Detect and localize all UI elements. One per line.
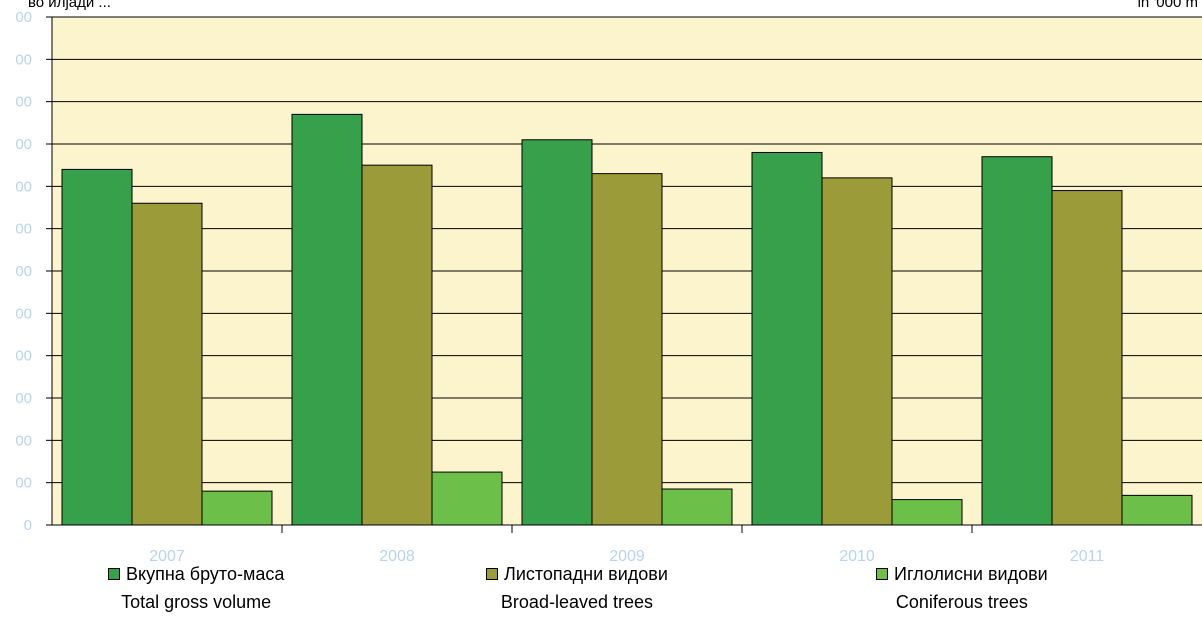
legend-label-mk: Листопадни видови — [504, 564, 668, 584]
x-tick-label: 2007 — [149, 548, 185, 565]
legend-swatch-broadleaved — [486, 568, 498, 580]
bar — [981, 156, 1053, 526]
bar — [291, 113, 363, 526]
bar — [1121, 494, 1193, 526]
y-tick-label: 00 — [15, 475, 32, 492]
y-tick-label: 00 — [15, 51, 32, 68]
y-tick-label: 00 — [15, 178, 32, 195]
legend-label-en: Total gross volume — [121, 592, 272, 612]
y-tick-label: 00 — [15, 305, 32, 322]
x-tick-label: 2010 — [839, 548, 875, 565]
bar — [591, 173, 663, 526]
legend-swatch-total — [108, 568, 120, 580]
legend-label-en: Coniferous trees — [895, 592, 1028, 612]
bar — [521, 139, 593, 526]
bar — [661, 488, 733, 526]
legend-item-coniferous: Иглолисни видови Coniferous trees — [876, 560, 1048, 616]
y-tick-label: 0 — [24, 517, 32, 534]
legend-label-mk: Вкупна бруто-маса — [126, 564, 285, 584]
x-tick-label: 2008 — [379, 548, 415, 565]
y-tick-label: 00 — [15, 136, 32, 153]
bar — [431, 471, 503, 526]
bar — [61, 168, 133, 526]
y-tick-label: 00 — [15, 221, 32, 238]
unit-label-right: in '000 m — [1137, 0, 1198, 11]
legend-swatch-coniferous — [876, 568, 888, 580]
legend-label-en: Broad-leaved trees — [500, 592, 654, 612]
bar — [751, 151, 823, 526]
bar — [201, 490, 273, 526]
y-tick-label: 00 — [15, 432, 32, 449]
bar — [821, 177, 893, 526]
x-tick-label: 2011 — [1070, 548, 1105, 565]
legend-label-mk: Иглолисни видови — [894, 564, 1048, 584]
y-tick-label: 00 — [15, 348, 32, 365]
x-tick-label: 2009 — [609, 548, 645, 565]
y-tick-label: 00 — [15, 263, 32, 280]
bar — [131, 202, 203, 526]
y-tick-label: 00 — [15, 94, 32, 111]
unit-label-left: во илјади ... — [28, 0, 111, 11]
y-tick-label: 00 — [15, 9, 32, 26]
y-tick-label: 00 — [15, 390, 32, 407]
legend-item-total: Вкупна бруто-маса Total gross volume — [108, 560, 284, 616]
legend-item-broadleaved: Листопадни видови Broad-leaved trees — [486, 560, 668, 616]
bar — [891, 499, 963, 526]
bar — [361, 164, 433, 526]
bar — [1051, 190, 1123, 526]
